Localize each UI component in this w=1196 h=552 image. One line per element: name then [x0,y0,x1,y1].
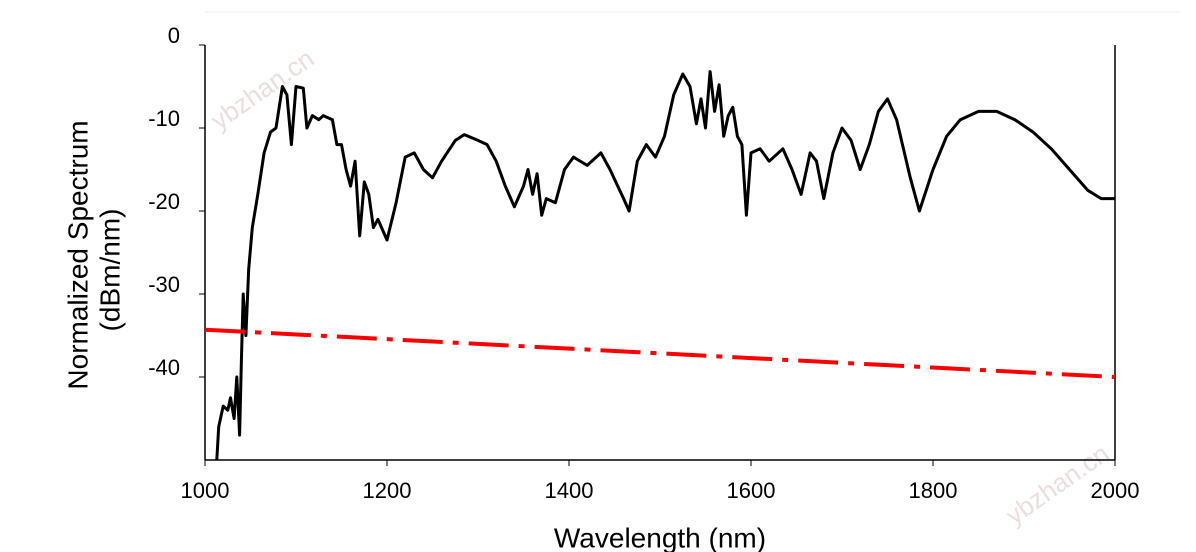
y-tick-label: -20 [148,189,180,214]
x-tick-label: 2000 [1091,478,1140,503]
x-tick-label: 1000 [181,478,230,503]
y-axis-label: (dBm/nm) [94,209,125,332]
series-line [215,70,1115,461]
y-tick-label: -40 [148,355,180,380]
y-tick-label: -30 [148,272,180,297]
y-tick-label: -10 [148,106,180,131]
x-tick-label: 1800 [909,478,958,503]
series-line [204,327,1116,379]
x-tick-label: 1400 [545,478,594,503]
x-axis-label: Wavelength (nm) [554,522,766,552]
y-tick-label: 0 [168,23,180,48]
x-tick-label: 1600 [727,478,776,503]
y-axis-label: Normalized Spectrum [62,120,93,389]
x-tick-label: 1200 [363,478,412,503]
